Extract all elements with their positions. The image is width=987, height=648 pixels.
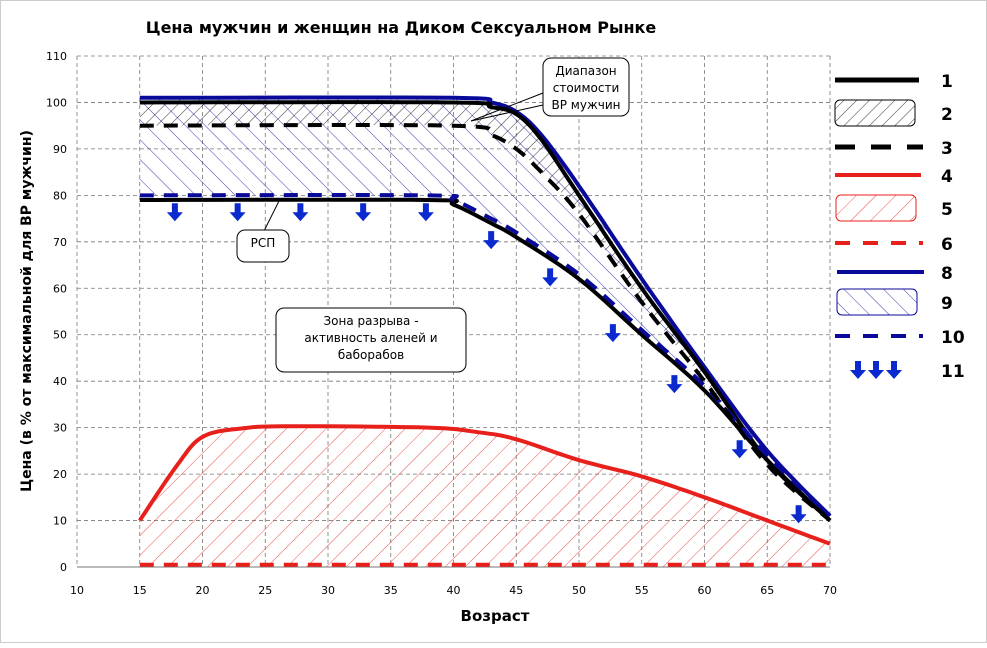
- legend-label: 4: [941, 167, 953, 187]
- y-tick-label: 90: [53, 143, 67, 156]
- legend-swatch-arrow: [886, 361, 902, 379]
- x-tick-label: 35: [384, 584, 398, 597]
- arrow-marker: [604, 324, 621, 343]
- x-tick-label: 40: [447, 584, 461, 597]
- series-line-4: [138, 424, 831, 546]
- arrow-marker: [292, 203, 309, 222]
- annotation-price-range-text: стоимости: [553, 81, 620, 95]
- y-tick-label: 50: [53, 329, 67, 342]
- y-tick-label: 20: [53, 468, 67, 481]
- series-line-8: [139, 95, 832, 518]
- series-line-3: [139, 123, 832, 523]
- x-tick-label: 10: [70, 584, 84, 597]
- y-tick-label: 10: [53, 515, 67, 528]
- legend-label: 11: [941, 362, 965, 382]
- legend-swatch-arrow: [868, 361, 884, 379]
- x-tick-label: 20: [196, 584, 210, 597]
- callout-line: [470, 92, 544, 122]
- legend-swatch: [836, 288, 918, 316]
- series-line-1: [139, 197, 832, 522]
- arrow-marker: [542, 268, 559, 287]
- series-line-10: [139, 193, 832, 518]
- arrow-marker: [417, 203, 434, 222]
- annotation-price-range-text: Диапазон: [555, 64, 616, 78]
- arrow-marker: [166, 203, 183, 222]
- x-tick-label: 30: [321, 584, 335, 597]
- annotation-price-range: [542, 57, 630, 117]
- arrow-marker: [355, 203, 372, 222]
- x-tick-label: 45: [509, 584, 523, 597]
- x-tick-label: 25: [258, 584, 272, 597]
- y-tick-label: 100: [46, 96, 67, 109]
- legend-swatch: [835, 194, 917, 222]
- legend-label: 6: [941, 235, 953, 255]
- y-tick-label: 80: [53, 189, 67, 202]
- y-tick-label: 110: [46, 50, 67, 63]
- arrow-marker: [666, 375, 683, 394]
- arrow-marker: [790, 505, 807, 524]
- y-tick-label: 70: [53, 236, 67, 249]
- annotation-gap-zone-text: Зона разрыва -: [323, 314, 418, 328]
- legend-label: 1: [941, 72, 953, 92]
- annotation-gap-zone: [275, 307, 467, 373]
- y-tick-label: 40: [53, 375, 67, 388]
- x-tick-label: 50: [572, 584, 586, 597]
- legend-label: 5: [941, 200, 953, 220]
- annotation-gap-zone-text: баборабов: [338, 348, 404, 362]
- callout-line: [262, 200, 280, 234]
- arrow-marker: [483, 231, 500, 250]
- x-tick-label: 65: [760, 584, 774, 597]
- legend-swatch-arrow: [850, 361, 866, 379]
- legend-swatch: [834, 99, 916, 127]
- y-tick-label: 60: [53, 282, 67, 295]
- x-tick-label: 15: [133, 584, 147, 597]
- y-axis-label: Цена (в % от максимальной для ВР мужчин): [19, 130, 35, 492]
- x-tick-label: 55: [635, 584, 649, 597]
- hatched-area-9: [139, 97, 831, 516]
- chart-title: Цена мужчин и женщин на Диком Сексуально…: [146, 18, 657, 37]
- x-tick-label: 60: [698, 584, 712, 597]
- callout-line: [470, 104, 544, 122]
- x-axis-label: Возраст: [461, 607, 530, 625]
- legend-label: 2: [941, 105, 953, 125]
- x-tick-label: 70: [823, 584, 837, 597]
- legend-label: 3: [941, 139, 953, 159]
- arrow-marker: [731, 440, 748, 459]
- legend-label: 9: [941, 294, 953, 314]
- y-tick-label: 30: [53, 422, 67, 435]
- legend-label: 10: [941, 328, 965, 348]
- arrow-marker: [229, 203, 246, 222]
- annotation-gap-zone-text: активность аленей и: [304, 331, 437, 345]
- hatched-area-5: [139, 426, 831, 567]
- annotation-price-range-text: ВР мужчин: [552, 98, 621, 112]
- annotation-rsp: [236, 229, 290, 263]
- annotation-rsp-text: РСП: [251, 236, 276, 250]
- legend-label: 8: [941, 264, 953, 284]
- y-tick-label: 0: [60, 561, 67, 574]
